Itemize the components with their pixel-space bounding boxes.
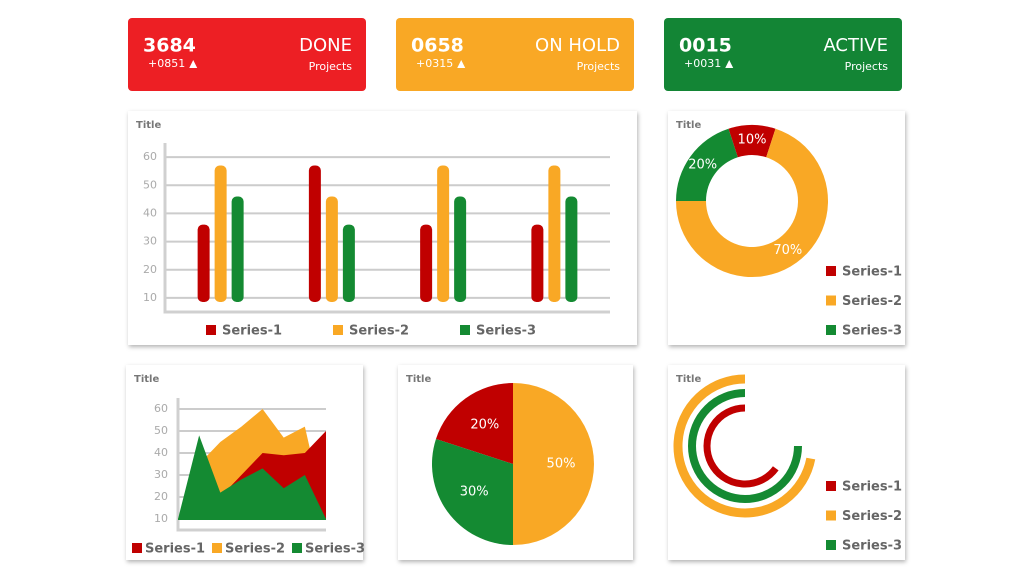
up-arrow bbox=[189, 60, 198, 68]
legend-swatch bbox=[292, 543, 302, 553]
up-arrow bbox=[457, 60, 466, 68]
chart-title: Title bbox=[676, 374, 701, 385]
bar bbox=[214, 165, 227, 302]
legend-label: Series-3 bbox=[842, 324, 902, 339]
y-tick-label: 50 bbox=[154, 424, 168, 437]
slice-label: 70% bbox=[773, 243, 802, 258]
radial-bar bbox=[673, 374, 816, 518]
slice bbox=[435, 383, 513, 464]
y-tick-label: 60 bbox=[154, 402, 168, 415]
kpi-card bbox=[396, 18, 634, 91]
legend-label: Series-1 bbox=[222, 324, 282, 339]
bar bbox=[231, 196, 244, 302]
kpi-label: DONE bbox=[299, 35, 352, 56]
legend-swatch bbox=[826, 481, 836, 491]
chart-title: Title bbox=[406, 374, 431, 385]
slice bbox=[513, 383, 594, 545]
bar bbox=[454, 196, 467, 302]
legend-label: Series-2 bbox=[842, 509, 902, 524]
kpi-value: 0015 bbox=[679, 35, 732, 57]
legend-swatch bbox=[132, 543, 142, 553]
legend-label: Series-3 bbox=[305, 542, 365, 557]
bar bbox=[308, 165, 321, 302]
y-tick-label: 20 bbox=[154, 490, 168, 503]
slice bbox=[432, 438, 513, 546]
legend-swatch bbox=[826, 325, 836, 335]
axis bbox=[163, 143, 610, 314]
y-tick-label: 40 bbox=[154, 446, 168, 459]
bar bbox=[197, 224, 210, 302]
kpi-card bbox=[664, 18, 902, 91]
legend-swatch bbox=[826, 510, 836, 521]
y-tick-label: 50 bbox=[143, 178, 157, 191]
legend-swatch bbox=[826, 266, 836, 276]
y-tick-label: 30 bbox=[154, 468, 168, 481]
bar bbox=[325, 196, 338, 302]
kpi-value: 3684 bbox=[143, 35, 196, 57]
bar bbox=[565, 196, 578, 302]
kpi-label: ON HOLD bbox=[535, 35, 620, 56]
slice-label: 20% bbox=[470, 418, 499, 433]
slice-label: 50% bbox=[547, 457, 576, 472]
chart-title: Title bbox=[136, 120, 161, 131]
kpi-change: +0315 bbox=[416, 57, 453, 70]
legend-swatch bbox=[826, 540, 836, 550]
legend-swatch bbox=[206, 325, 216, 335]
bar bbox=[420, 224, 433, 302]
radial-bar bbox=[703, 404, 779, 488]
y-tick-label: 20 bbox=[143, 263, 157, 276]
y-tick-label: 30 bbox=[143, 235, 157, 248]
kpi-change: +0851 bbox=[148, 57, 185, 70]
y-tick-label: 10 bbox=[154, 512, 168, 525]
slice-label: 30% bbox=[460, 485, 489, 500]
legend-swatch bbox=[212, 543, 222, 553]
slice-label: 20% bbox=[688, 158, 717, 173]
chart-title: Title bbox=[134, 374, 159, 385]
bar bbox=[548, 165, 561, 302]
legend-swatch bbox=[333, 325, 343, 335]
legend-swatch bbox=[460, 325, 470, 335]
y-tick-label: 10 bbox=[143, 291, 157, 304]
area bbox=[178, 435, 326, 520]
legend-label: Series-3 bbox=[842, 539, 902, 554]
slice bbox=[728, 125, 776, 158]
kpi-change: +0031 bbox=[684, 57, 721, 70]
slice bbox=[676, 128, 828, 277]
legend-label: Series-1 bbox=[145, 542, 205, 557]
legend-label: Series-2 bbox=[349, 324, 409, 339]
legend-swatch bbox=[826, 295, 836, 306]
legend-label: Series-2 bbox=[842, 294, 902, 309]
chart-title: Title bbox=[676, 120, 701, 131]
radial-bar bbox=[688, 389, 802, 503]
kpi-unit: Projects bbox=[309, 60, 353, 73]
slice-label: 10% bbox=[738, 133, 767, 148]
y-tick-label: 60 bbox=[143, 150, 157, 163]
kpi-value: 0658 bbox=[411, 35, 464, 57]
kpi-unit: Projects bbox=[845, 60, 889, 73]
bar bbox=[342, 224, 355, 302]
slice bbox=[676, 128, 738, 201]
bar bbox=[437, 165, 450, 302]
legend-label: Series-2 bbox=[225, 542, 285, 557]
legend-label: Series-1 bbox=[842, 265, 902, 280]
bar bbox=[531, 224, 544, 302]
kpi-card bbox=[128, 18, 366, 91]
y-tick-label: 40 bbox=[143, 206, 157, 219]
kpi-unit: Projects bbox=[577, 60, 621, 73]
kpi-label: ACTIVE bbox=[823, 35, 888, 56]
legend-label: Series-3 bbox=[476, 324, 536, 339]
axis bbox=[176, 398, 326, 532]
legend-label: Series-1 bbox=[842, 480, 902, 495]
up-arrow bbox=[725, 60, 734, 68]
